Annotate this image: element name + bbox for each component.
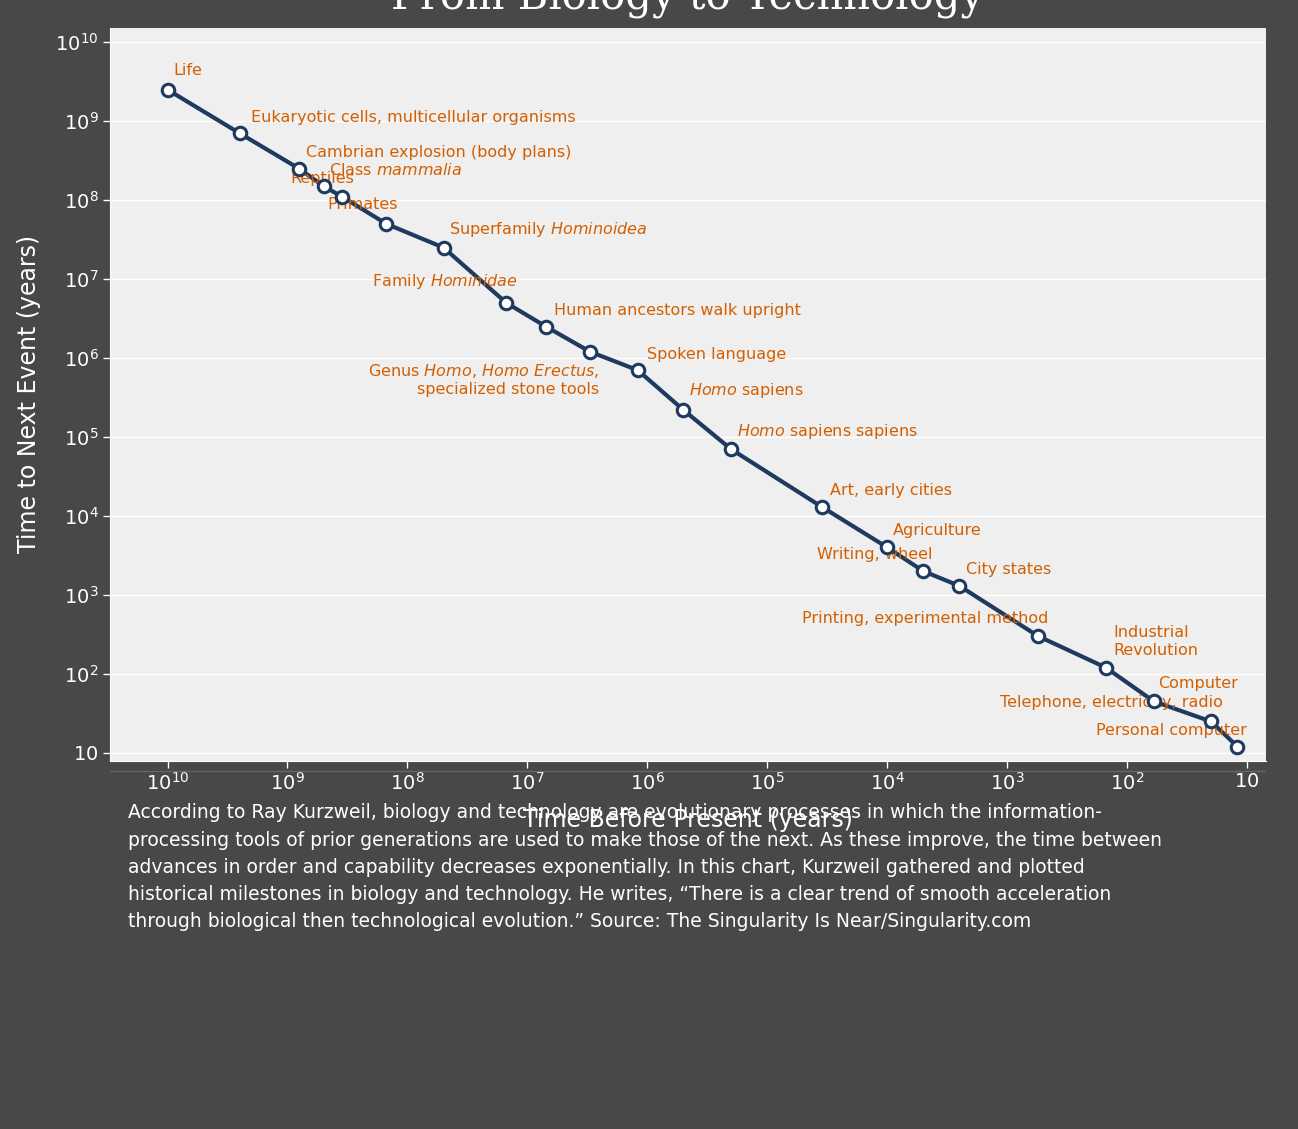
Text: Genus $\it{Homo}$, $\it{Homo~Erectus}$,
specialized stone tools: Genus $\it{Homo}$, $\it{Homo~Erectus}$, …	[369, 361, 600, 397]
Text: Art, early cities: Art, early cities	[829, 483, 951, 498]
Text: Spoken language: Spoken language	[648, 347, 787, 361]
Text: Class $\it{mammalia}$: Class $\it{mammalia}$	[330, 163, 462, 178]
X-axis label: Time Before Present (years): Time Before Present (years)	[523, 808, 853, 832]
Text: According to Ray Kurzweil, biology and technology are evolutionary processes in : According to Ray Kurzweil, biology and t…	[127, 804, 1162, 931]
Text: Agriculture: Agriculture	[893, 524, 981, 539]
Text: Life: Life	[173, 63, 202, 78]
Text: Eukaryotic cells, multicellular organisms: Eukaryotic cells, multicellular organism…	[252, 110, 576, 124]
Text: Writing, wheel: Writing, wheel	[816, 548, 932, 562]
Text: Reptiles: Reptiles	[289, 172, 354, 186]
Text: City states: City states	[966, 562, 1051, 577]
Text: Printing, experimental method: Printing, experimental method	[802, 611, 1049, 627]
Y-axis label: Time to Next Event (years): Time to Next Event (years)	[17, 235, 42, 553]
Text: Personal computer: Personal computer	[1096, 723, 1247, 738]
Title: From Biology to Technology: From Biology to Technology	[392, 0, 984, 18]
Text: Telephone, electricity, radio: Telephone, electricity, radio	[999, 694, 1223, 710]
Text: Industrial
Revolution: Industrial Revolution	[1114, 625, 1198, 658]
Text: $\it{Homo}$ sapiens sapiens: $\it{Homo}$ sapiens sapiens	[736, 421, 918, 440]
Text: Cambrian explosion (body plans): Cambrian explosion (body plans)	[306, 146, 571, 160]
Text: Computer: Computer	[1158, 676, 1238, 691]
Text: Human ancestors walk upright: Human ancestors walk upright	[554, 303, 801, 318]
Text: Primates: Primates	[327, 198, 398, 212]
Text: Family $\it{Hominidae}$: Family $\it{Hominidae}$	[373, 272, 518, 291]
Text: $\it{Homo}$ sapiens: $\it{Homo}$ sapiens	[689, 382, 803, 401]
Text: Superfamily $\it{Hominoidea}$: Superfamily $\it{Hominoidea}$	[449, 220, 648, 239]
